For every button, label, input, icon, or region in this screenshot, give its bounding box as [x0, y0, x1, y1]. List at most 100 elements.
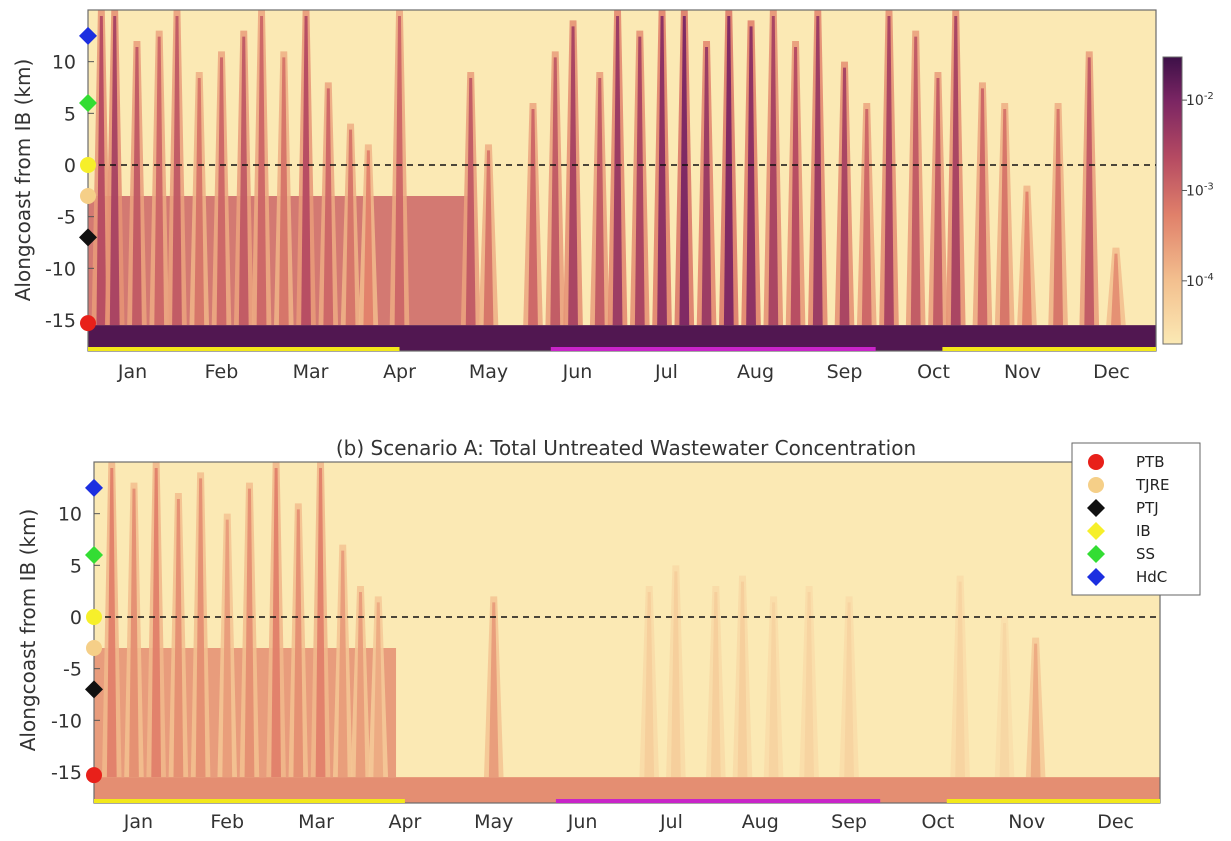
x-tick-label: Dec — [1097, 811, 1134, 833]
plume-core — [194, 78, 205, 326]
plume-core — [109, 16, 120, 326]
x-tick-label: Sep — [831, 811, 867, 833]
plume-core — [315, 468, 326, 778]
x-tick-label: Feb — [210, 811, 244, 833]
plume-core — [216, 57, 227, 326]
legend-marker — [1088, 477, 1104, 493]
plume-core — [301, 16, 311, 326]
plume-core — [1053, 109, 1063, 326]
x-tick-label: Jul — [654, 361, 678, 383]
chart-title-b: (b) Scenario A: Total Untreated Wastewat… — [336, 436, 916, 460]
season-bar — [88, 347, 400, 351]
plume-core — [106, 468, 117, 778]
colorbar-tick-label: 10-3 — [1186, 181, 1214, 199]
plume-core — [634, 36, 645, 326]
season-bar — [550, 347, 876, 351]
plume-core — [768, 16, 779, 326]
y-tick-label: -15 — [51, 762, 82, 784]
plume-core — [1022, 191, 1032, 326]
plume-core — [1111, 253, 1121, 326]
plume-core — [278, 57, 289, 326]
y-axis-label-a: Alongcoast from IB (km) — [11, 59, 35, 302]
plume-core — [355, 592, 366, 778]
plume-core — [271, 468, 281, 778]
plume-core — [884, 16, 894, 326]
plume-core — [746, 26, 756, 326]
legend-label: PTJ — [1136, 499, 1159, 517]
plume-core — [195, 478, 206, 778]
y-tick-label: -10 — [45, 258, 76, 280]
plume-core — [568, 26, 578, 326]
season-bar — [946, 799, 1160, 803]
plume-core — [129, 488, 139, 778]
plume-core — [256, 16, 267, 326]
season-bars-b — [94, 799, 1160, 803]
y-tick-label: 10 — [58, 504, 82, 526]
legend-label: SS — [1136, 545, 1155, 563]
x-tick-label: Jun — [562, 361, 593, 383]
legend-marker — [1087, 499, 1105, 517]
plume-core — [844, 602, 854, 778]
plume-core — [657, 16, 667, 326]
colorbar-ticks: 10-4 10-3 10-2 — [1182, 91, 1214, 290]
markers-b — [85, 478, 103, 784]
x-tick-label: Oct — [917, 361, 950, 383]
y-tick-label: 5 — [64, 103, 76, 125]
x-tick-label: Dec — [1093, 361, 1130, 383]
y-tick-label: 0 — [70, 607, 82, 629]
plume-core — [172, 16, 182, 326]
plume-core — [363, 150, 374, 326]
bottom-strip — [94, 777, 1160, 803]
plume-core — [701, 47, 712, 326]
plume-core — [373, 602, 384, 778]
y-tick-label: -15 — [45, 310, 76, 332]
x-tick-label: Jan — [123, 811, 153, 833]
plume-core — [465, 78, 476, 326]
plume-core — [345, 129, 356, 326]
plume-core — [337, 550, 348, 778]
season-bars-a — [88, 347, 1156, 351]
x-ticks-a: Jan Feb Mar Apr May Jun Jul Aug Sep Oct Nov Dec — [117, 361, 1130, 383]
marker-ib — [80, 157, 96, 173]
marker-ptb — [86, 767, 102, 784]
colorbar-tick-label: 10-4 — [1186, 272, 1214, 290]
x-tick-label: Feb — [205, 361, 239, 383]
legend-entries: PTB TJRE PTJ IB SS HdC — [1087, 453, 1170, 586]
x-tick-label: Mar — [298, 811, 334, 833]
plume-core — [999, 109, 1010, 326]
x-tick-label: May — [474, 811, 513, 833]
marker-ptj — [79, 228, 97, 247]
y-ticks-a: 10 5 0 -5 -10 -15 — [45, 52, 94, 332]
plume-core — [679, 16, 690, 326]
heatmap-a — [88, 10, 1156, 351]
plume-core — [394, 16, 405, 326]
x-tick-label: Jun — [567, 811, 598, 833]
plume-core — [861, 109, 872, 326]
plume-core — [768, 602, 779, 778]
plume-core — [723, 16, 734, 326]
x-tick-label: Sep — [827, 361, 863, 383]
x-tick-label: Apr — [388, 811, 421, 833]
legend-label: HdC — [1136, 568, 1167, 586]
plume-core — [804, 592, 814, 778]
y-tick-label: 0 — [64, 155, 76, 177]
x-tick-label: Jul — [659, 811, 683, 833]
x-tick-label: Nov — [1008, 811, 1045, 833]
bottom-strip — [88, 325, 1156, 351]
plume-core — [839, 67, 850, 326]
plume-core — [977, 88, 988, 326]
plume-core — [244, 488, 255, 778]
plume-core — [612, 16, 623, 326]
y-ticks-b: 10 5 0 -5 -10 -15 — [51, 504, 100, 784]
plume-core — [550, 57, 561, 326]
y-tick-label: 10 — [52, 52, 76, 74]
legend: PTB TJRE PTJ IB SS HdC — [1071, 442, 1201, 596]
marker-tjre — [80, 188, 96, 204]
marker-tjre — [86, 640, 102, 656]
legend-marker — [1088, 454, 1104, 470]
y-tick-label: 5 — [70, 555, 82, 577]
season-bar — [942, 347, 1156, 351]
marker-ss — [85, 546, 103, 564]
plume-core — [950, 16, 961, 326]
plume-core — [151, 468, 162, 778]
